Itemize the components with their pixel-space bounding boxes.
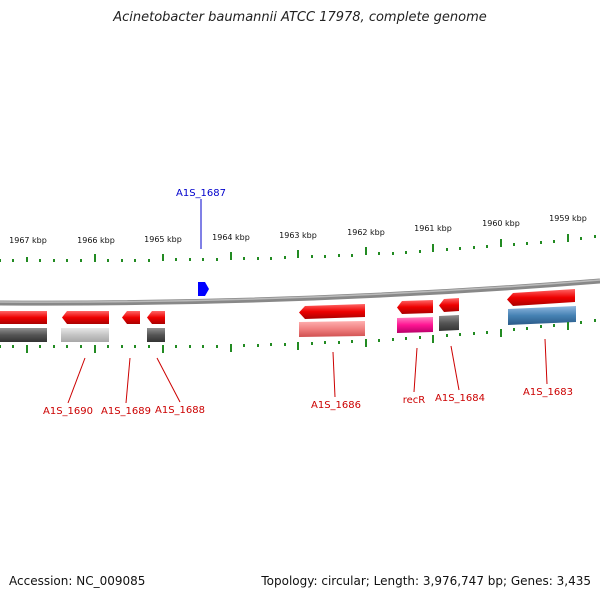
gene-arrow[interactable] <box>122 311 140 324</box>
scale-label: 1967 kbp <box>9 236 47 245</box>
scale-label: 1963 kbp <box>279 231 317 240</box>
gene-arrow[interactable] <box>397 300 433 314</box>
scale-label: 1962 kbp <box>347 228 385 237</box>
highlight-gene-arrow[interactable] <box>198 282 209 296</box>
accession-text: Accession: NC_009085 <box>9 574 146 588</box>
scale-label: 1964 kbp <box>212 233 250 242</box>
function-box[interactable] <box>61 328 109 342</box>
gene-label[interactable]: A1S_1688 <box>155 405 205 416</box>
gene-label[interactable]: A1S_1689 <box>101 406 151 417</box>
gene-arrow[interactable] <box>299 304 365 319</box>
gene-arrow[interactable] <box>507 289 575 306</box>
scale-label: 1961 kbp <box>414 224 452 233</box>
scale-label: 1966 kbp <box>77 236 115 245</box>
genome-backbone-highlight <box>0 279 600 303</box>
function-box[interactable] <box>439 315 459 331</box>
function-boxes <box>0 306 576 342</box>
gene-arrow[interactable] <box>439 298 459 312</box>
gene-label[interactable]: recR <box>403 395 426 406</box>
function-box[interactable] <box>397 317 433 333</box>
gene-arrow[interactable] <box>62 311 109 324</box>
scale-label: 1965 kbp <box>144 235 182 244</box>
genome-stats-text: Topology: circular; Length: 3,976,747 bp… <box>261 574 591 588</box>
lower-scale-ticks <box>0 319 596 353</box>
gene-leader-lines <box>67 338 548 404</box>
gene-arrow[interactable] <box>147 311 165 324</box>
gene-label[interactable]: A1S_1683 <box>523 387 573 398</box>
scale-label: 1959 kbp <box>549 214 587 223</box>
function-box[interactable] <box>147 328 165 342</box>
upper-scale-ticks <box>0 234 596 262</box>
gene-arrows <box>0 289 575 324</box>
scale-label: 1960 kbp <box>482 219 520 228</box>
gene-label[interactable]: A1S_1690 <box>43 406 93 417</box>
highlight-gene-label[interactable]: A1S_1687 <box>176 188 226 199</box>
function-box[interactable] <box>0 328 47 342</box>
gene-label[interactable]: A1S_1684 <box>435 393 485 404</box>
gene-label[interactable]: A1S_1686 <box>311 400 361 411</box>
function-box[interactable] <box>299 321 365 337</box>
gene-arrow[interactable] <box>0 311 47 324</box>
function-box[interactable] <box>508 306 576 325</box>
genome-title: Acinetobacter baumannii ATCC 17978, comp… <box>113 10 487 25</box>
genome-backbone <box>0 278 600 306</box>
